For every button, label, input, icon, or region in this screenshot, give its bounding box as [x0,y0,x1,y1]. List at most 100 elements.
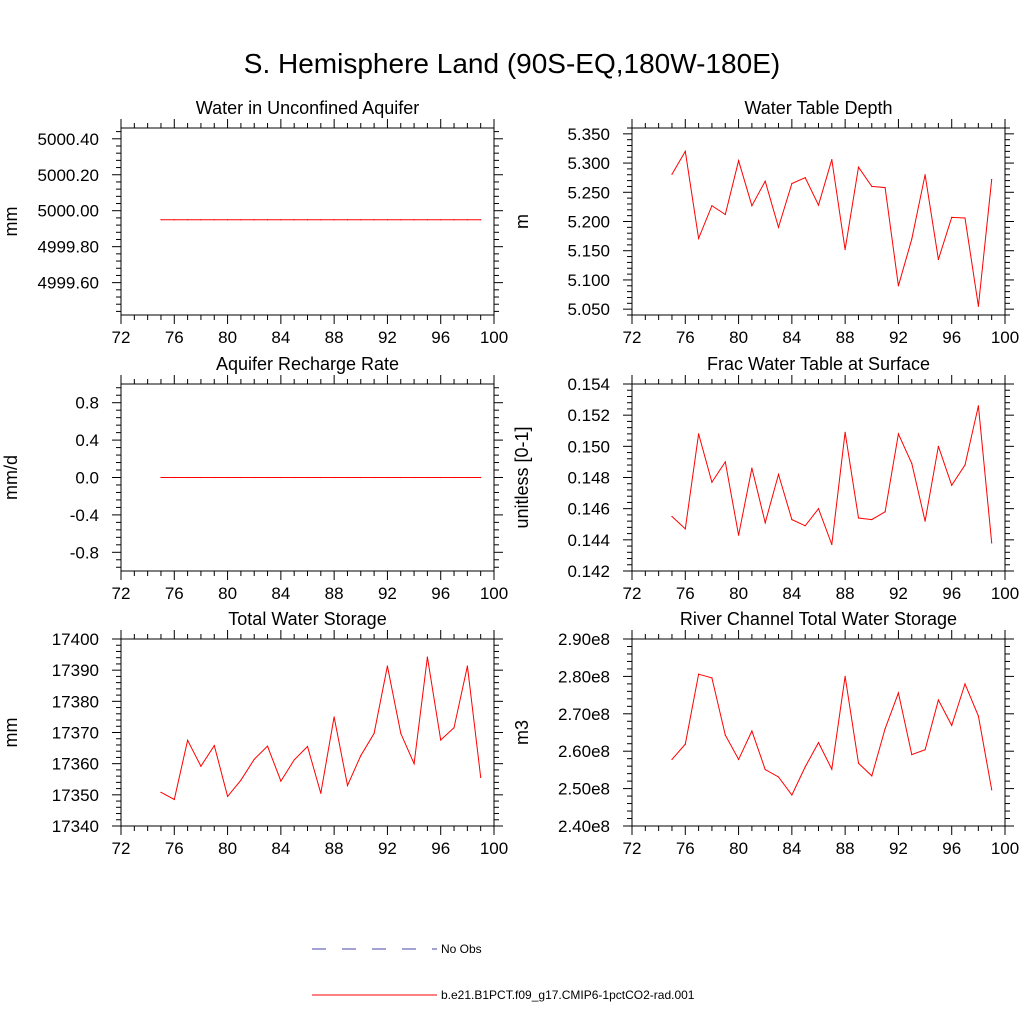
data-point [751,467,753,469]
y-tick-label: 2.50e8 [558,780,610,799]
x-tick-label: 84 [782,839,801,858]
y-tick-label: 2.40e8 [558,817,610,836]
data-point [817,204,820,206]
x-tick-label: 80 [218,584,237,603]
y-tick-label: -0.4 [70,506,99,525]
data-point [924,174,926,176]
plot-frame [120,638,495,827]
y-tick-label: 2.70e8 [558,705,610,724]
y-tick-label: 0.152 [567,406,610,425]
x-tick-label: 88 [325,584,344,603]
data-point [306,745,309,748]
data-point [871,185,873,188]
legend-label-model: b.e21.B1PCT.f09_g17.CMIP6-1pctCO2-rad.00… [441,988,695,1002]
y-axis-label: m3 [512,720,532,745]
x-tick-label: 100 [480,584,508,603]
chart-panel-2: Aquifer Recharge Rate mm/d 72 76 80 84 88 92 96 1… [1,354,508,603]
y-tick-label: 5.100 [567,271,610,290]
x-tick-label: 72 [112,584,131,603]
x-tick-label: 84 [782,584,801,603]
plot-frame [631,127,1006,316]
data-point [293,219,295,221]
data-point [951,724,953,726]
data-point [724,734,726,736]
x-tick-label: 88 [325,839,344,858]
data-point [871,775,873,777]
data-point [937,699,939,701]
y-tick-label: 0.150 [567,437,610,456]
data-point [671,515,673,518]
data-point [400,732,402,735]
data-point [413,763,415,765]
data-point [426,476,428,479]
x-tick-label: 72 [112,839,131,858]
data-point [977,305,979,307]
y-tick-label: 5.250 [567,183,610,202]
y-tick-label: 5.150 [567,242,610,261]
data-point [440,219,442,221]
y-tick-label: 5.200 [567,213,610,232]
data-point [724,213,726,216]
y-tick-label: 2.90e8 [558,630,610,649]
data-point [200,219,202,221]
y-tick-label: 2.80e8 [558,667,610,686]
data-point [320,792,322,794]
data-point [671,173,673,175]
data-point [440,476,442,479]
data-point [480,219,482,221]
y-tick-label: 4999.80 [38,238,99,257]
data-point [857,166,860,168]
series-line [671,149,993,307]
data-point [751,730,753,732]
data-point [173,798,175,801]
y-tick-label: 5.300 [567,154,610,173]
y-tick-label: 17340 [52,817,99,836]
x-tick-label: 88 [836,584,855,603]
data-point [173,476,175,479]
data-point [213,744,215,747]
data-point [453,476,455,479]
x-tick-label: 80 [218,839,237,858]
data-point [466,219,468,221]
x-tick-label: 100 [991,328,1019,347]
data-point [844,248,846,251]
x-tick-label: 92 [889,584,908,603]
x-tick-label: 72 [623,328,642,347]
y-tick-label: 0.144 [567,531,610,550]
data-point [698,433,700,435]
y-tick-label: 0.0 [75,469,99,488]
data-point [400,476,402,479]
data-point [373,219,375,221]
data-point [306,219,309,221]
data-point [684,150,686,152]
x-tick-label: 96 [942,328,961,347]
x-tick-label: 84 [271,328,290,347]
data-point [737,160,740,162]
data-point [226,476,229,479]
data-point [684,743,686,745]
x-tick-label: 76 [165,839,184,858]
data-point [200,476,202,479]
data-point [804,766,806,768]
x-tick-label: 92 [378,328,397,347]
data-point [924,749,926,751]
panel-title: Frac Water Table at Surface [707,354,930,374]
data-point [280,476,282,479]
y-tick-label: 5000.20 [38,166,99,185]
x-tick-label: 100 [480,839,508,858]
y-tick-label: 17370 [52,724,99,743]
data-point [440,739,442,741]
data-point [160,476,162,479]
x-tick-label: 80 [729,328,748,347]
y-axis-label: mm [1,718,21,748]
data-point [964,464,966,466]
data-point [480,476,482,479]
data-point [360,754,362,757]
data-point [684,528,686,530]
data-point [831,158,833,161]
chart-panels: Water in Unconfined Aquifer mm 72 76 80 84 88 9… [1,98,1019,858]
data-point [187,219,189,221]
data-point [413,476,415,479]
chart-panel-3: Frac Water Table at Surface unitless [0-1… [512,354,1019,603]
x-tick-label: 76 [676,328,695,347]
